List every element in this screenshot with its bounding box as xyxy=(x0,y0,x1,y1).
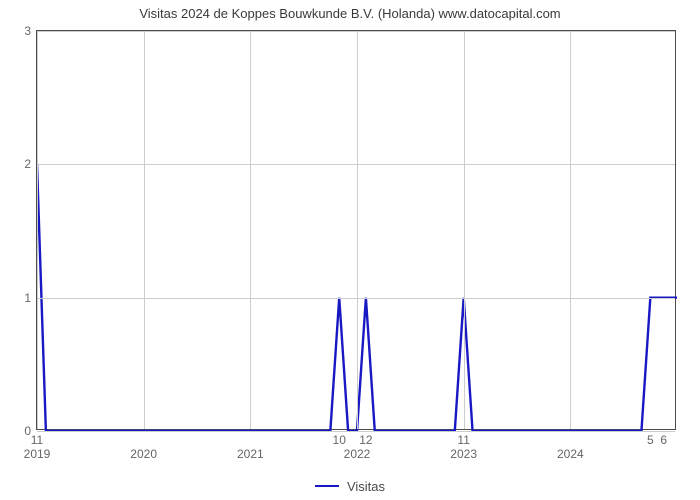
y-tick-label: 1 xyxy=(24,291,31,305)
x-tick-month-label: 6 xyxy=(660,433,667,447)
x-gridline xyxy=(357,31,358,429)
x-tick-month-label: 5 xyxy=(647,433,654,447)
x-tick-year-label: 2024 xyxy=(557,447,584,461)
x-tick-year-label: 2020 xyxy=(130,447,157,461)
plot-area: 01232019202020212022202320241110121156 xyxy=(36,30,676,430)
y-gridline xyxy=(37,298,675,299)
x-tick-month-label: 11 xyxy=(457,433,469,447)
legend-swatch xyxy=(315,485,339,487)
x-tick-year-label: 2021 xyxy=(237,447,264,461)
x-gridline xyxy=(464,31,465,429)
x-gridline xyxy=(250,31,251,429)
x-gridline xyxy=(570,31,571,429)
x-tick-year-label: 2023 xyxy=(450,447,477,461)
legend: Visitas xyxy=(0,474,700,494)
y-gridline xyxy=(37,31,675,32)
x-gridline xyxy=(37,31,38,429)
y-gridline xyxy=(37,431,675,432)
x-tick-year-label: 2022 xyxy=(344,447,371,461)
y-tick-label: 3 xyxy=(24,24,31,38)
y-gridline xyxy=(37,164,675,165)
x-tick-month-label: 11 xyxy=(31,433,43,447)
legend-label: Visitas xyxy=(347,479,385,494)
chart-title: Visitas 2024 de Koppes Bouwkunde B.V. (H… xyxy=(0,6,700,21)
y-tick-label: 2 xyxy=(24,157,31,171)
x-tick-month-label: 12 xyxy=(359,433,372,447)
x-tick-year-label: 2019 xyxy=(24,447,51,461)
x-tick-month-label: 10 xyxy=(333,433,346,447)
x-gridline xyxy=(144,31,145,429)
